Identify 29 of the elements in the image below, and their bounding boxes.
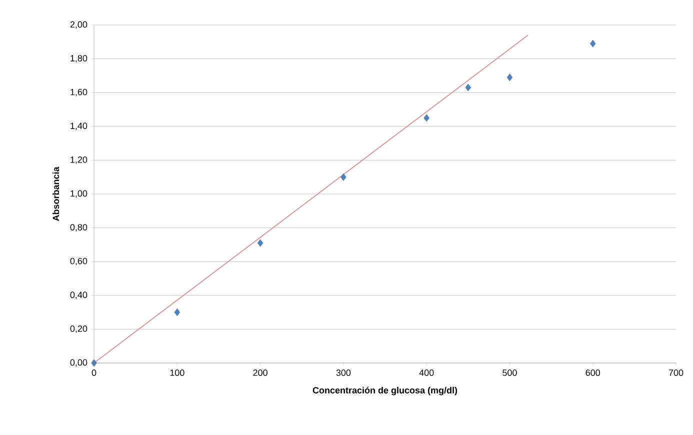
y-tick-label: 0,40 [70, 292, 88, 300]
point [257, 239, 264, 247]
point [174, 308, 180, 316]
x-tick-label: 100 [170, 370, 184, 376]
x-tick-label: 600 [586, 370, 600, 376]
x-tick-label: 400 [419, 370, 434, 376]
x-axis-title: Concentración de glucosa (mg/dl) [312, 386, 458, 396]
y-tick-label: 0,00 [70, 359, 88, 367]
y-tick-label: 2,00 [70, 21, 88, 29]
y-tick-label: 0,60 [70, 258, 88, 266]
point [91, 359, 97, 367]
y-tick-label: 1,80 [70, 55, 88, 63]
point [506, 74, 513, 82]
point [340, 173, 346, 181]
x-tick-label: 0 [92, 370, 96, 376]
y-tick-label: 0,20 [70, 325, 88, 333]
y-tick-label: 0,80 [70, 224, 88, 232]
x-tick-label: 300 [336, 370, 351, 376]
y-tick-label: 1,20 [70, 156, 88, 164]
x-tick-label: 500 [502, 370, 517, 376]
x-tick-label: 200 [253, 370, 268, 376]
y-tick-label: 1,60 [70, 88, 88, 96]
point [424, 114, 430, 122]
y-tick-label: 1,00 [70, 190, 88, 198]
point [465, 84, 472, 92]
point [590, 40, 596, 48]
y-tick-label: 1,40 [70, 122, 88, 130]
y-axis-title: Absorbancia [52, 166, 60, 222]
x-tick-label: 700 [668, 370, 684, 376]
